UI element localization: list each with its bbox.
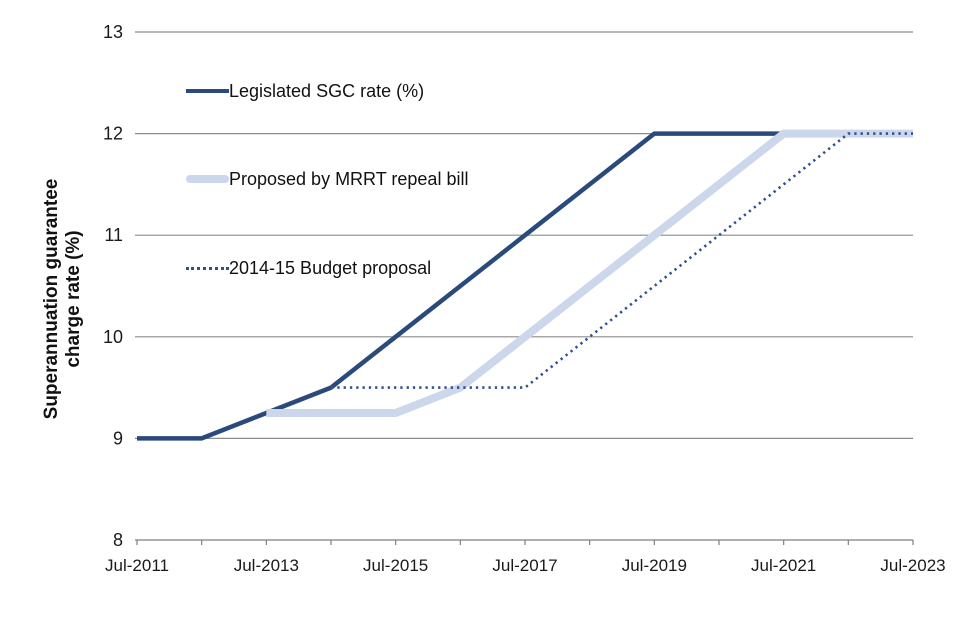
y-tick-label: 11 (104, 225, 123, 245)
legend-item-mrrt: Proposed by MRRT repeal bill (186, 168, 468, 190)
thick-line-swatch-icon (186, 175, 229, 183)
y-axis-title: Superannuation guarantee charge rate (%) (41, 139, 87, 459)
x-tick-label: Jul-2015 (363, 556, 428, 575)
series-line-2 (266, 129, 913, 417)
y-tick-label: 13 (103, 22, 123, 42)
legend-label: Legislated SGC rate (%) (229, 80, 425, 101)
y-tick-label: 12 (103, 124, 123, 144)
x-tick-label: Jul-2017 (492, 556, 557, 575)
y-tick-label: 8 (113, 530, 123, 550)
x-tick-label: Jul-2011 (105, 556, 169, 575)
series-line-1 (137, 131, 784, 441)
legend-label: Proposed by MRRT repeal bill (229, 168, 469, 189)
x-tick-label: Jul-2013 (234, 556, 299, 575)
x-tick-label: Jul-2021 (751, 556, 816, 575)
y-axis-title-line1: Superannuation guarantee (41, 178, 62, 420)
legend-item-budget: 2014-15 Budget proposal (186, 257, 431, 279)
y-axis-title-line2: charge rate (%) (63, 230, 84, 368)
y-tick-label: 10 (103, 327, 123, 347)
x-tick-label: Jul-2019 (622, 556, 687, 575)
legend-label: 2014-15 Budget proposal (229, 257, 432, 278)
y-tick-label: 9 (113, 428, 123, 448)
solid-line-swatch-icon (186, 89, 229, 93)
x-tick-label: Jul-2023 (880, 556, 945, 575)
dotted-line-swatch-icon (186, 266, 229, 270)
legend-item-legislated: Legislated SGC rate (%) (186, 80, 424, 102)
